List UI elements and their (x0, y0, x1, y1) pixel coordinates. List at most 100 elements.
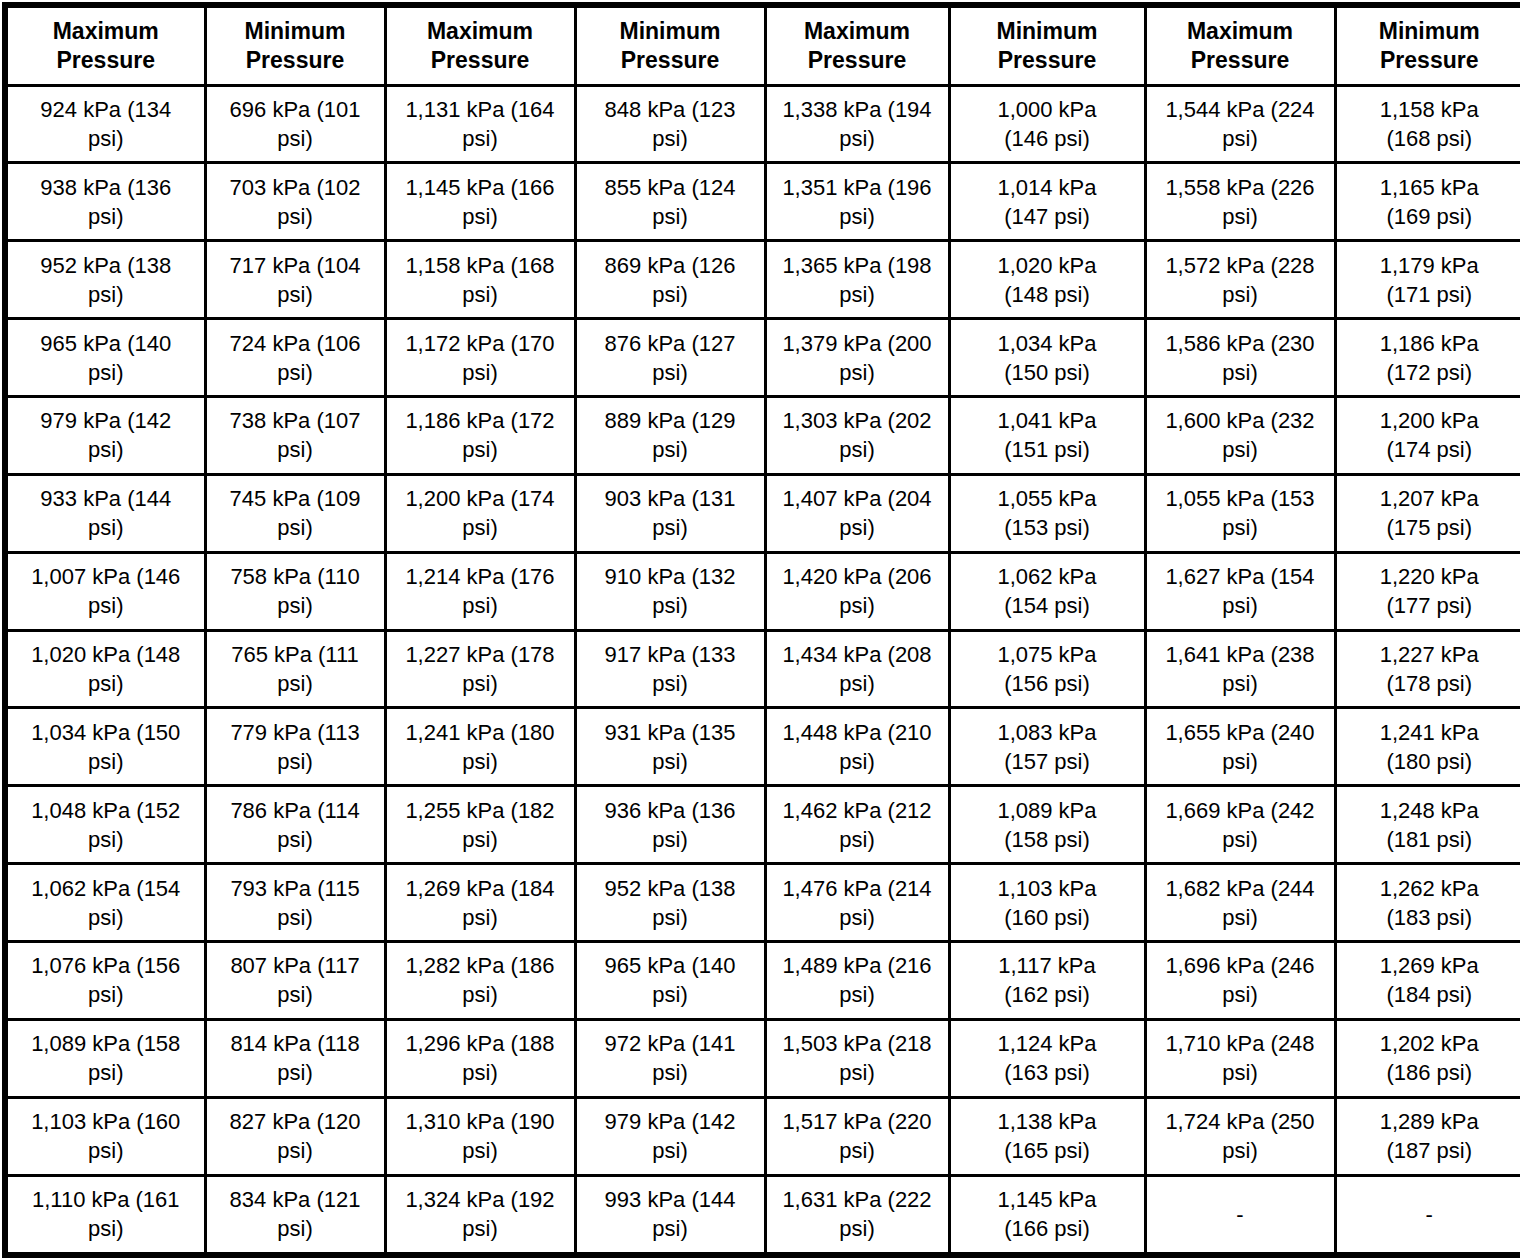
table-cell: 1,165 kPa (169 psi) (1335, 163, 1520, 241)
table-cell: 979 kPa (142 psi) (575, 1097, 765, 1175)
table-cell: 1,041 kPa (151 psi) (949, 396, 1145, 474)
table-cell: 931 kPa (135 psi) (575, 708, 765, 786)
table-cell: 1,586 kPa (230 psi) (1145, 319, 1335, 397)
table-cell: 1,145 kPa (166 psi) (949, 1175, 1145, 1255)
table-cell: 696 kPa (101 psi) (205, 85, 385, 163)
table-row: 979 kPa (142 psi)738 kPa (107 psi)1,186 … (5, 396, 1520, 474)
table-cell: 993 kPa (144 psi) (575, 1175, 765, 1255)
table-cell: 724 kPa (106 psi) (205, 319, 385, 397)
table-cell: 1,158 kPa (168 psi) (1335, 85, 1520, 163)
table-row: 924 kPa (134 psi)696 kPa (101 psi)1,131 … (5, 85, 1520, 163)
table-header: Maximum PressureMinimum PressureMaximum … (5, 5, 1520, 85)
table-cell: 1,186 kPa (172 psi) (385, 396, 575, 474)
table-cell: 1,241 kPa (180 psi) (385, 708, 575, 786)
table-cell: 1,669 kPa (242 psi) (1145, 786, 1335, 864)
table-cell: 834 kPa (121 psi) (205, 1175, 385, 1255)
table-cell: - (1335, 1175, 1520, 1255)
header-cell: Maximum Pressure (765, 5, 949, 85)
table-cell: 979 kPa (142 psi) (5, 396, 205, 474)
table-cell: 1,172 kPa (170 psi) (385, 319, 575, 397)
table-cell: 965 kPa (140 psi) (575, 941, 765, 1019)
table-row: 1,007 kPa (146 psi)758 kPa (110 psi)1,21… (5, 552, 1520, 630)
table-cell: 1,462 kPa (212 psi) (765, 786, 949, 864)
table-cell: 1,103 kPa (160 psi) (949, 864, 1145, 942)
header-cell: Maximum Pressure (385, 5, 575, 85)
table-cell: 1,572 kPa (228 psi) (1145, 241, 1335, 319)
table-body: 924 kPa (134 psi)696 kPa (101 psi)1,131 … (5, 85, 1520, 1255)
table-cell: 1,110 kPa (161 psi) (5, 1175, 205, 1255)
table-cell: 1,089 kPa (158 psi) (5, 1019, 205, 1097)
table-cell: 1,558 kPa (226 psi) (1145, 163, 1335, 241)
table-cell: 779 kPa (113 psi) (205, 708, 385, 786)
table-row: 952 kPa (138 psi)717 kPa (104 psi)1,158 … (5, 241, 1520, 319)
table-cell: 1,145 kPa (166 psi) (385, 163, 575, 241)
table-cell: 786 kPa (114 psi) (205, 786, 385, 864)
table-cell: 1,124 kPa (163 psi) (949, 1019, 1145, 1097)
table-cell: 1,007 kPa (146 psi) (5, 552, 205, 630)
table-cell: 1,269 kPa (184 psi) (1335, 941, 1520, 1019)
table-row: 1,076 kPa (156 psi)807 kPa (117 psi)1,28… (5, 941, 1520, 1019)
table-cell: 924 kPa (134 psi) (5, 85, 205, 163)
table-cell: 1,062 kPa (154 psi) (949, 552, 1145, 630)
table-cell: 1,034 kPa (150 psi) (5, 708, 205, 786)
table-cell: 1,724 kPa (250 psi) (1145, 1097, 1335, 1175)
table-cell: 952 kPa (138 psi) (5, 241, 205, 319)
table-cell: 1,207 kPa (175 psi) (1335, 474, 1520, 552)
table-cell: 1,338 kPa (194 psi) (765, 85, 949, 163)
table-cell: 1,448 kPa (210 psi) (765, 708, 949, 786)
table-cell: 1,248 kPa (181 psi) (1335, 786, 1520, 864)
table-cell: 1,600 kPa (232 psi) (1145, 396, 1335, 474)
table-cell: 1,076 kPa (156 psi) (5, 941, 205, 1019)
table-row: 1,034 kPa (150 psi)779 kPa (113 psi)1,24… (5, 708, 1520, 786)
table-cell: 972 kPa (141 psi) (575, 1019, 765, 1097)
table-cell: 1,365 kPa (198 psi) (765, 241, 949, 319)
table-cell: 965 kPa (140 psi) (5, 319, 205, 397)
table-cell: 765 kPa (111 psi) (205, 630, 385, 708)
table-cell: 717 kPa (104 psi) (205, 241, 385, 319)
table-cell: 1,020 kPa (148 psi) (5, 630, 205, 708)
table-cell: 1,324 kPa (192 psi) (385, 1175, 575, 1255)
table-cell: 703 kPa (102 psi) (205, 163, 385, 241)
table-cell: 1,641 kPa (238 psi) (1145, 630, 1335, 708)
table-cell: 855 kPa (124 psi) (575, 163, 765, 241)
table-cell: 903 kPa (131 psi) (575, 474, 765, 552)
table-cell: 1,083 kPa (157 psi) (949, 708, 1145, 786)
table-cell: 1,055 kPa (153 psi) (1145, 474, 1335, 552)
table-cell: 1,303 kPa (202 psi) (765, 396, 949, 474)
table-cell: 1,202 kPa (186 psi) (1335, 1019, 1520, 1097)
table-row: 1,103 kPa (160 psi)827 kPa (120 psi)1,31… (5, 1097, 1520, 1175)
table-cell: 1,227 kPa (178 psi) (385, 630, 575, 708)
table-cell: 738 kPa (107 psi) (205, 396, 385, 474)
header-cell: Maximum Pressure (5, 5, 205, 85)
table-row: 1,020 kPa (148 psi)765 kPa (111 psi)1,22… (5, 630, 1520, 708)
table-cell: 1,627 kPa (154 psi) (1145, 552, 1335, 630)
table-cell: 938 kPa (136 psi) (5, 163, 205, 241)
pressure-table: Maximum PressureMinimum PressureMaximum … (2, 2, 1520, 1258)
table-cell: 1,282 kPa (186 psi) (385, 941, 575, 1019)
header-cell: Maximum Pressure (1145, 5, 1335, 85)
table-cell: 1,179 kPa (171 psi) (1335, 241, 1520, 319)
table-cell: 1,117 kPa (162 psi) (949, 941, 1145, 1019)
table-cell: 1,186 kPa (172 psi) (1335, 319, 1520, 397)
table-cell: 1,310 kPa (190 psi) (385, 1097, 575, 1175)
table-cell: 1,503 kPa (218 psi) (765, 1019, 949, 1097)
table-cell: 1,631 kPa (222 psi) (765, 1175, 949, 1255)
table-cell: 793 kPa (115 psi) (205, 864, 385, 942)
table-cell: 917 kPa (133 psi) (575, 630, 765, 708)
table-cell: 1,020 kPa (148 psi) (949, 241, 1145, 319)
table-cell: 1,241 kPa (180 psi) (1335, 708, 1520, 786)
table-cell: 1,200 kPa (174 psi) (1335, 396, 1520, 474)
table-cell: 933 kPa (144 psi) (5, 474, 205, 552)
page: Maximum PressureMinimum PressureMaximum … (0, 2, 1520, 1260)
table-cell: 1,655 kPa (240 psi) (1145, 708, 1335, 786)
table-cell: 1,517 kPa (220 psi) (765, 1097, 949, 1175)
table-cell: 758 kPa (110 psi) (205, 552, 385, 630)
table-cell: 1,489 kPa (216 psi) (765, 941, 949, 1019)
table-cell: 1,227 kPa (178 psi) (1335, 630, 1520, 708)
table-row: 965 kPa (140 psi)724 kPa (106 psi)1,172 … (5, 319, 1520, 397)
table-cell: 848 kPa (123 psi) (575, 85, 765, 163)
table-cell: 1,014 kPa (147 psi) (949, 163, 1145, 241)
table-cell: 1,158 kPa (168 psi) (385, 241, 575, 319)
table-cell: 1,103 kPa (160 psi) (5, 1097, 205, 1175)
table-cell: 910 kPa (132 psi) (575, 552, 765, 630)
